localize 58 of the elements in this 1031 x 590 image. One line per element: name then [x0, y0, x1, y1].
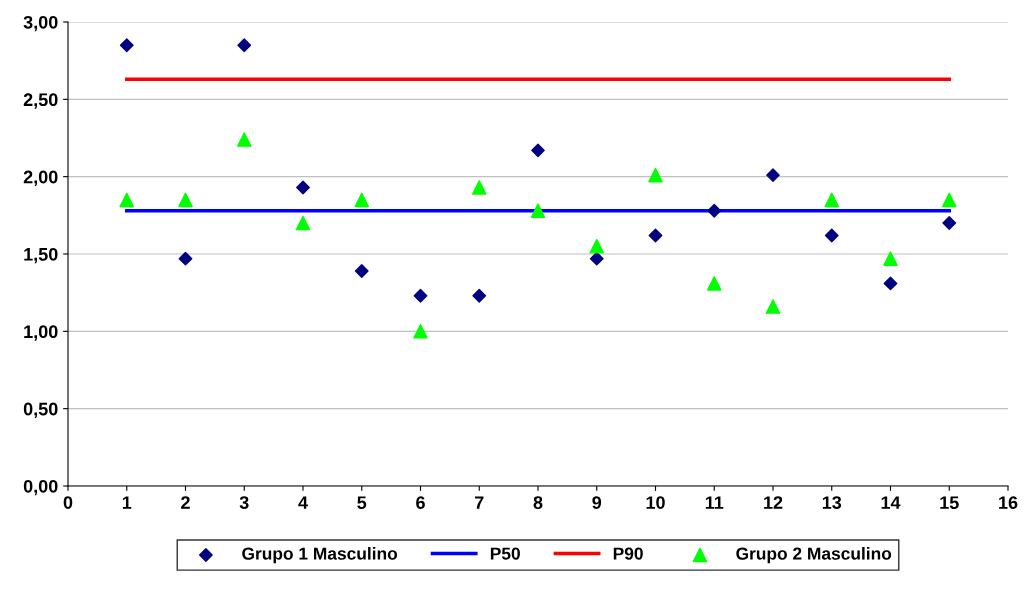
- point: [883, 251, 898, 266]
- point: [824, 228, 839, 243]
- legend-label: Grupo 2 Masculino: [736, 546, 892, 564]
- point: [883, 276, 898, 291]
- point: [766, 168, 780, 183]
- point: [706, 276, 722, 291]
- point: [530, 203, 546, 218]
- point: [119, 192, 135, 208]
- point: [178, 251, 193, 266]
- x-tick-label: 4: [298, 496, 308, 509]
- y-tick-label: 2,00: [23, 170, 58, 186]
- x-tick-label: 6: [416, 496, 425, 509]
- y-tick-label: 1,00: [24, 325, 58, 341]
- point: [472, 288, 487, 303]
- point: [589, 251, 604, 266]
- point: [471, 180, 487, 195]
- x-tick-label: 7: [475, 496, 484, 509]
- point: [942, 216, 957, 230]
- point: [237, 38, 252, 53]
- point: [413, 324, 428, 339]
- legend-label: P50: [490, 547, 520, 560]
- x-tick-label: 5: [357, 496, 367, 509]
- x-tick-label: 16: [999, 496, 1018, 509]
- y-tick-label: 2,50: [23, 93, 58, 109]
- x-tick-label: 10: [646, 496, 665, 509]
- point: [413, 288, 428, 303]
- legend-label: P90: [613, 547, 643, 560]
- x-tick-label: 3: [239, 496, 249, 510]
- x-tick-label: 0: [63, 496, 73, 509]
- point: [589, 238, 605, 254]
- point: [236, 132, 252, 147]
- point: [531, 143, 545, 158]
- y-tick-label: 3,00: [23, 15, 58, 32]
- point: [765, 299, 781, 314]
- point: [941, 192, 957, 208]
- point: [178, 192, 193, 208]
- point: [648, 228, 663, 243]
- point: [119, 38, 134, 53]
- point: [824, 192, 840, 208]
- point: [707, 203, 722, 218]
- x-tick-label: 15: [940, 496, 959, 509]
- point: [354, 264, 369, 278]
- x-tick-label: 12: [764, 496, 783, 509]
- x-tick-label: 8: [533, 496, 543, 509]
- x-tick-label: 9: [592, 496, 602, 509]
- y-tick-label: 0,00: [23, 479, 58, 496]
- point: [295, 215, 311, 231]
- x-tick-label: 14: [881, 496, 901, 509]
- x-tick-label: 11: [705, 496, 724, 509]
- x-tick-label: 13: [822, 496, 842, 510]
- point: [296, 180, 310, 195]
- legend-label: Grupo 1 Masculino: [242, 546, 398, 564]
- point: [354, 192, 370, 208]
- x-tick-label: 2: [181, 496, 190, 509]
- y-tick-label: 1,50: [24, 247, 58, 264]
- y-tick-label: 0,50: [23, 402, 58, 418]
- x-tick-label: 1: [122, 496, 132, 509]
- point: [648, 167, 663, 183]
